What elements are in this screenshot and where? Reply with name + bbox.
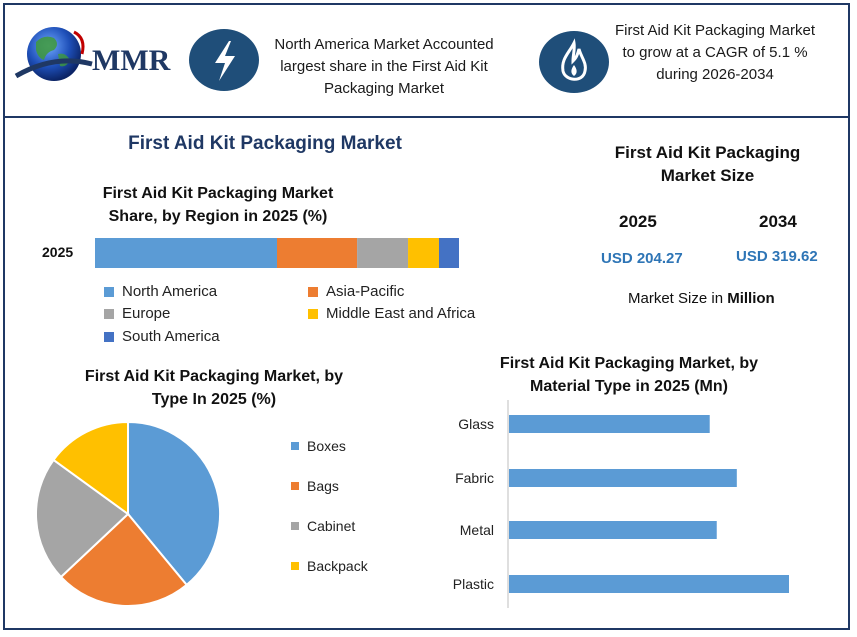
header-divider [3, 116, 850, 118]
type-pie-chart [35, 420, 221, 607]
type-legend-item: Bags [291, 478, 339, 494]
material-category-label: Plastic [453, 576, 494, 592]
pie-slice [35, 458, 130, 579]
lightning-icon [215, 41, 235, 81]
material-bar [509, 415, 710, 433]
region-bar-segment [95, 238, 277, 268]
region-stacked-bar-chart [95, 238, 459, 268]
material-bar-chart: Glass Fabric Metal Plastic [453, 400, 789, 608]
legend-swatch [104, 308, 114, 319]
region-bar-segment [438, 238, 459, 268]
legend-swatch [291, 442, 299, 450]
legend-label: Boxes [307, 438, 346, 454]
page-title: First Aid Kit Packaging Market [128, 133, 402, 154]
market-size-title: First Aid Kit Packaging Market Size [614, 143, 801, 185]
legend-label: Backpack [307, 558, 368, 574]
legend-swatch [308, 308, 318, 319]
legend-label: South America [122, 328, 220, 345]
pie-slice [127, 420, 221, 587]
region-chart-title: First Aid Kit Packaging Market Share, by… [102, 185, 334, 225]
logo-text: MMR [92, 44, 171, 77]
region-bar-segment [408, 238, 439, 268]
market-size-note-unit: Million [727, 290, 775, 307]
pie-slice [52, 420, 129, 516]
material-category-label: Glass [458, 416, 494, 432]
region-legend-item: North America [104, 283, 217, 300]
market-size-year-1: 2025 [619, 212, 657, 231]
region-bar-segment [277, 238, 358, 268]
type-chart-title: First Aid Kit Packaging Market, by Type … [84, 368, 344, 408]
material-bar [509, 575, 789, 593]
region-legend-item: Europe [104, 305, 170, 322]
legend-label: Asia-Pacific [326, 283, 405, 300]
header-box-2-text: First Aid Kit Packaging Market to grow a… [614, 22, 816, 83]
material-category-label: Metal [460, 522, 494, 538]
material-bar [509, 521, 717, 539]
legend-swatch [291, 522, 299, 530]
region-legend-item: South America [104, 328, 220, 345]
market-size-value-2: USD 319.62 [736, 248, 818, 265]
legend-swatch [104, 331, 114, 342]
material-chart-title: First Aid Kit Packaging Market, by Mater… [499, 355, 759, 395]
legend-swatch [308, 286, 318, 297]
type-legend-item: Backpack [291, 558, 368, 574]
material-category-label: Fabric [455, 470, 494, 486]
legend-swatch [104, 286, 114, 297]
globe-icon [14, 27, 93, 81]
legend-label: Middle East and Africa [326, 305, 476, 322]
market-size-note-prefix: Market Size in [628, 290, 728, 307]
region-legend-item: Middle East and Africa [308, 305, 475, 322]
region-chart-category-label: 2025 [42, 244, 74, 260]
market-size-note: Market Size in Million [628, 290, 775, 307]
region-bar-segment [357, 238, 409, 268]
infographic-frame [3, 3, 850, 630]
region-legend-item: Asia-Pacific [308, 283, 404, 300]
material-bar [509, 469, 737, 487]
legend-label: Cabinet [307, 518, 356, 534]
legend-label: Bags [307, 478, 339, 494]
type-legend-item: Boxes [291, 438, 346, 454]
lightning-icon-circle [189, 29, 259, 91]
legend-swatch [291, 482, 299, 490]
header-box-1-text: North America Market Accounted largest s… [274, 36, 494, 97]
flame-icon [561, 38, 587, 81]
legend-label: Europe [122, 305, 171, 322]
type-legend-item: Cabinet [291, 518, 355, 534]
pie-slice [59, 512, 189, 607]
market-size-value-1: USD 204.27 [601, 250, 683, 267]
legend-swatch [291, 562, 299, 570]
flame-icon-circle [539, 31, 609, 93]
market-size-year-2: 2034 [759, 212, 797, 231]
mmr-logo: MMR [14, 14, 174, 84]
legend-label: North America [122, 283, 218, 300]
